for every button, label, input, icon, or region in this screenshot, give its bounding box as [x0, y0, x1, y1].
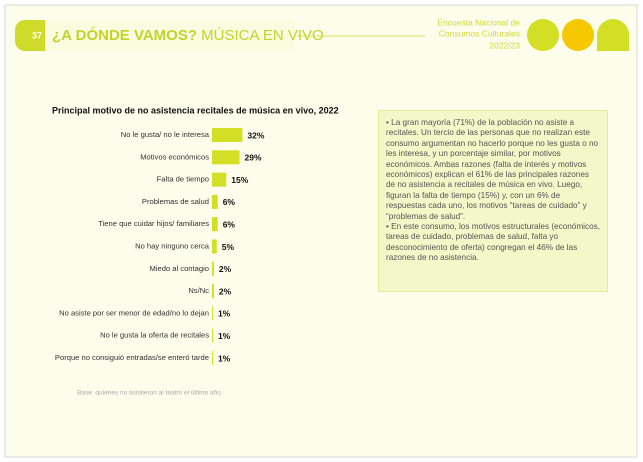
survey-line: 2022/23: [489, 40, 520, 50]
category-label: Problemas de salud: [142, 197, 209, 206]
paragraph: • En este consumo, los motivos estructur…: [386, 222, 601, 263]
logo-arch: [597, 19, 629, 51]
logo-circle: [527, 19, 559, 51]
title-light: MÚSICA EN VIVO: [201, 27, 324, 44]
category-label: Miedo al contagio: [149, 264, 209, 273]
bar: [212, 128, 243, 142]
bar: [212, 217, 218, 232]
survey-line: Encuesta Nacional de: [437, 17, 520, 27]
value-label: 6%: [223, 197, 236, 207]
footnote: Base: quienes no asistieron al teatro el…: [77, 390, 223, 397]
value-label: 15%: [231, 175, 248, 185]
bar: [212, 284, 214, 299]
bar: [212, 328, 213, 343]
value-label: 1%: [218, 353, 231, 363]
bar: [212, 351, 213, 365]
title-bold: ¿A DÓNDE VAMOS?: [52, 26, 197, 44]
value-label: 1%: [218, 331, 231, 341]
chart-title: Principal motivo de no asistencia recita…: [52, 105, 339, 115]
bar: [212, 239, 217, 254]
value-label: 2%: [219, 264, 232, 274]
category-label: Ns/Nc: [188, 286, 209, 295]
bar: [212, 306, 213, 321]
category-label: No hay ninguno cerca: [135, 242, 210, 251]
logo-circle: [562, 19, 594, 51]
bar: [212, 150, 240, 165]
bar: [212, 172, 227, 187]
category-label: Motivos económicos: [140, 152, 209, 161]
value-label: 6%: [223, 219, 236, 229]
value-label: 1%: [218, 309, 231, 319]
survey-line: Consumos Culturales: [439, 28, 520, 38]
category-label: No asiste por ser menor de edad/no lo de…: [59, 308, 209, 317]
category-label: Porque no consiguió entradas/se enteró t…: [55, 353, 209, 362]
value-label: 32%: [247, 130, 264, 140]
bar: [212, 194, 218, 209]
category-label: Tiene que cuidar hijos/ familiares: [98, 219, 209, 228]
page-tab: [15, 20, 45, 51]
title-band: [45, 20, 295, 51]
category-label: No le gusta/ no le interesa: [121, 130, 210, 139]
value-label: 29%: [245, 153, 262, 163]
text-box: • La gran mayoría (71%) de la población …: [378, 110, 608, 292]
page-number: 37: [32, 30, 42, 40]
value-label: 2%: [219, 286, 232, 296]
paragraph: • La gran mayoría (71%) de la población …: [386, 118, 599, 221]
header-title: ¿A DÓNDE VAMOS? MÚSICA EN VIVO: [52, 26, 324, 44]
value-label: 5%: [222, 242, 235, 252]
category-label: Falta de tiempo: [157, 175, 209, 184]
bar: [212, 261, 214, 276]
category-label: No le gusta la oferta de recitales: [100, 331, 209, 340]
